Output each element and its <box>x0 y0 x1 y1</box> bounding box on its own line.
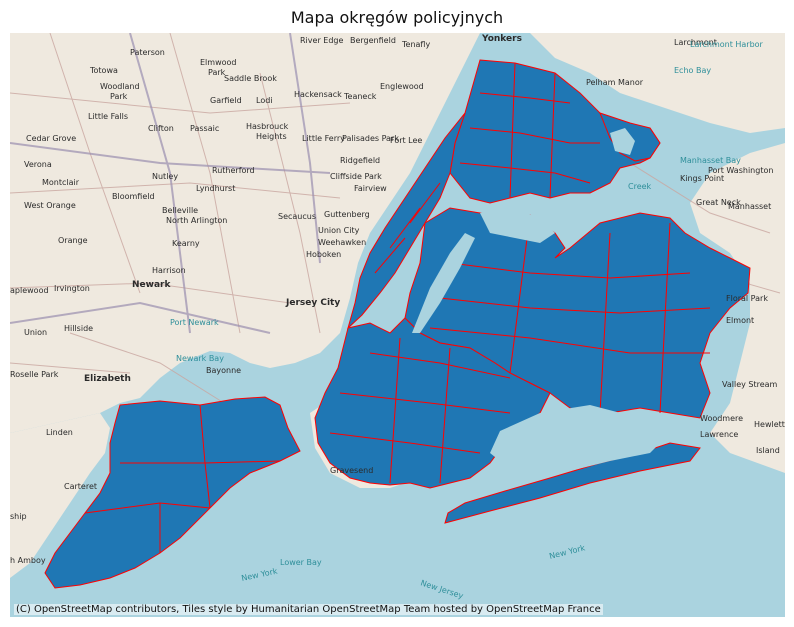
label-hoboken: Hoboken <box>306 250 341 259</box>
map-attribution: (C) OpenStreetMap contributors, Tiles st… <box>14 604 603 615</box>
label-elmwood: Elmwood <box>200 58 236 67</box>
label-kearny: Kearny <box>172 239 200 248</box>
label-elizabeth: Elizabeth <box>84 374 131 384</box>
precinct-staten-island[interactable] <box>44 396 301 589</box>
label-montclair: Montclair <box>42 178 80 187</box>
label-little-falls: Little Falls <box>88 112 128 121</box>
label-bergenfield: Bergenfield <box>350 36 396 45</box>
label-heights: Heights <box>256 132 287 141</box>
label-passaic: Passaic <box>190 124 219 133</box>
map-canvas[interactable]: Paterson Totowa Woodland Park Little Fal… <box>10 33 785 617</box>
east-river <box>412 233 475 333</box>
precinct-boundaries <box>84 62 711 553</box>
label-guttenberg: Guttenberg <box>324 210 370 219</box>
inner-water <box>412 128 670 473</box>
label-harrison: Harrison <box>152 266 186 275</box>
label-palisades-park: Palisades Park <box>342 134 399 143</box>
label-cliffside-park: Cliffside Park <box>330 172 382 181</box>
label-linden: Linden <box>46 428 73 437</box>
label-union-city: Union City <box>318 226 360 235</box>
label-carteret: Carteret <box>64 482 97 491</box>
label-west-orange: West Orange <box>24 201 76 210</box>
label-irvington: Irvington <box>54 284 90 293</box>
label-park: Park <box>110 92 128 101</box>
label-lodi: Lodi <box>256 96 273 105</box>
label-hasbrouck: Hasbrouck <box>246 122 289 131</box>
map-svg[interactable]: Paterson Totowa Woodland Park Little Fal… <box>10 33 785 617</box>
label-perth-amboy: h Amboy <box>10 556 46 565</box>
label-larchmont: Larchmont <box>674 38 717 47</box>
label-bloomfield: Bloomfield <box>112 192 155 201</box>
label-larchmont-harbor: Larchmont Harbor <box>690 40 764 49</box>
label-tenafly: Tenafly <box>401 40 430 49</box>
precinct-manhattan[interactable] <box>347 112 466 330</box>
label-valley-stream: Valley Stream <box>722 380 778 389</box>
label-woodmere: Woodmere <box>700 414 743 423</box>
label-union: Union <box>24 328 47 337</box>
label-kings-point: Kings Point <box>680 174 724 183</box>
label-hackensack: Hackensack <box>294 90 342 99</box>
label-manhasset-bay: Manhasset Bay <box>680 156 741 165</box>
label-ridgefield: Ridgefield <box>340 156 380 165</box>
label-orange: Orange <box>58 236 88 245</box>
label-island: Island <box>756 446 780 455</box>
label-englewood: Englewood <box>380 82 424 91</box>
label-little-ferry: Little Ferry <box>302 134 345 143</box>
precinct-rockaway[interactable] <box>444 442 701 524</box>
place-labels: Paterson Totowa Woodland Park Little Fal… <box>10 34 785 601</box>
label-rutherford: Rutherford <box>212 166 255 175</box>
label-pelham-manor: Pelham Manor <box>586 78 644 87</box>
label-totowa: Totowa <box>89 66 118 75</box>
label-secaucus: Secaucus <box>278 212 316 221</box>
label-elmont: Elmont <box>726 316 754 325</box>
land-westchester <box>530 33 785 133</box>
label-newark: Newark <box>132 280 171 290</box>
label-clifton: Clifton <box>148 124 174 133</box>
land-long-island <box>690 143 785 473</box>
label-fairview: Fairview <box>354 184 387 193</box>
label-gravesend: Gravesend <box>330 466 373 475</box>
label-cedar-grove: Cedar Grove <box>26 134 76 143</box>
label-belleville: Belleville <box>162 206 198 215</box>
map-title: Mapa okręgów policyjnych <box>290 8 504 27</box>
label-roselle-park: Roselle Park <box>10 370 59 379</box>
label-lawrence: Lawrence <box>700 430 738 439</box>
label-hewlett: Hewlett <box>754 420 785 429</box>
flushing-bay <box>480 208 555 243</box>
label-bayonne: Bayonne <box>206 366 241 375</box>
label-port-washington: Port Washington <box>708 166 773 175</box>
label-river-edge: River Edge <box>300 36 343 45</box>
label-saddle-brook: Saddle Brook <box>224 74 277 83</box>
label-weehawken: Weehawken <box>318 238 366 247</box>
label-port-newark: Port Newark <box>170 318 219 327</box>
label-creek: Creek <box>628 182 652 191</box>
label-great-neck: Great Neck <box>696 198 741 207</box>
label-lower-bay: Lower Bay <box>280 558 322 567</box>
label-yonkers: Yonkers <box>481 34 522 44</box>
label-teaneck: Teaneck <box>343 92 377 101</box>
jamaica-bay <box>490 405 670 473</box>
label-woodland: Woodland <box>100 82 140 91</box>
label-fort-lee: Fort Lee <box>390 136 422 145</box>
highway-network <box>10 33 331 334</box>
little-neck-bay <box>610 128 635 155</box>
label-ship: ship <box>10 512 27 521</box>
label-newark-bay: Newark Bay <box>176 354 224 363</box>
label-paterson: Paterson <box>130 48 165 57</box>
land-new-jersey-south <box>10 413 110 578</box>
label-garfield: Garfield <box>210 96 242 105</box>
road-network <box>10 33 781 414</box>
label-manhasset: Manhasset <box>728 202 771 211</box>
label-floral-park: Floral Park <box>726 294 768 303</box>
label-park2: Park <box>208 68 226 77</box>
label-echo-bay: Echo Bay <box>674 66 711 75</box>
label-jersey-city: Jersey City <box>285 298 340 308</box>
label-nutley: Nutley <box>152 172 178 181</box>
label-hillside: Hillside <box>64 324 93 333</box>
label-north-arlington: North Arlington <box>166 216 227 225</box>
land-new-jersey <box>10 33 480 433</box>
label-maplewood: aplewood <box>10 286 49 295</box>
label-lyndhurst: Lyndhurst <box>196 184 235 193</box>
label-verona: Verona <box>24 160 52 169</box>
